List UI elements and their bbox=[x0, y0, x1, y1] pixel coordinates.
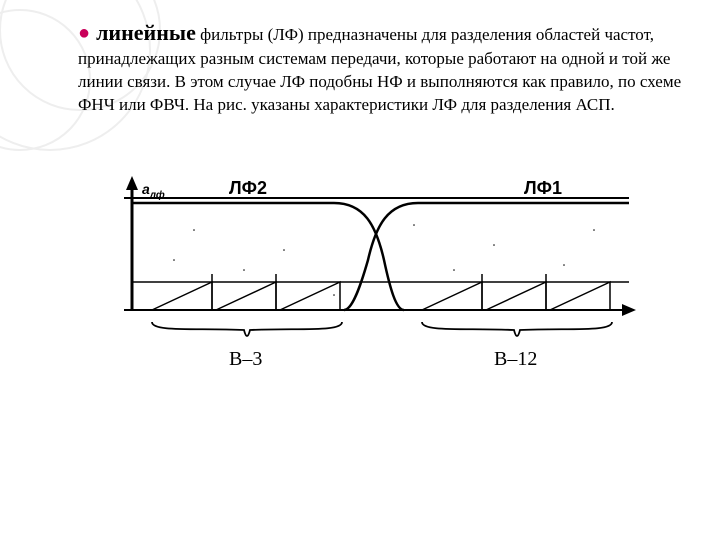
brace-left-label: В–3 bbox=[229, 348, 262, 370]
right-triangles bbox=[422, 274, 610, 310]
curve-right-label: ЛФ1 bbox=[524, 178, 562, 198]
right-brace bbox=[422, 322, 612, 336]
brace-right-label: В–12 bbox=[494, 348, 537, 370]
curve-left-label: ЛФ2 bbox=[229, 178, 267, 198]
left-brace bbox=[152, 322, 342, 336]
lead-word: линейные bbox=[96, 20, 196, 45]
filter-diagram: aлф ЛФ2 ЛФ1 В–3 В–12 bbox=[84, 170, 644, 400]
bullet-icon: ● bbox=[78, 22, 90, 44]
left-triangles bbox=[152, 274, 340, 310]
paragraph: ●линейные фильтры (ЛФ) предназначены для… bbox=[78, 18, 692, 117]
